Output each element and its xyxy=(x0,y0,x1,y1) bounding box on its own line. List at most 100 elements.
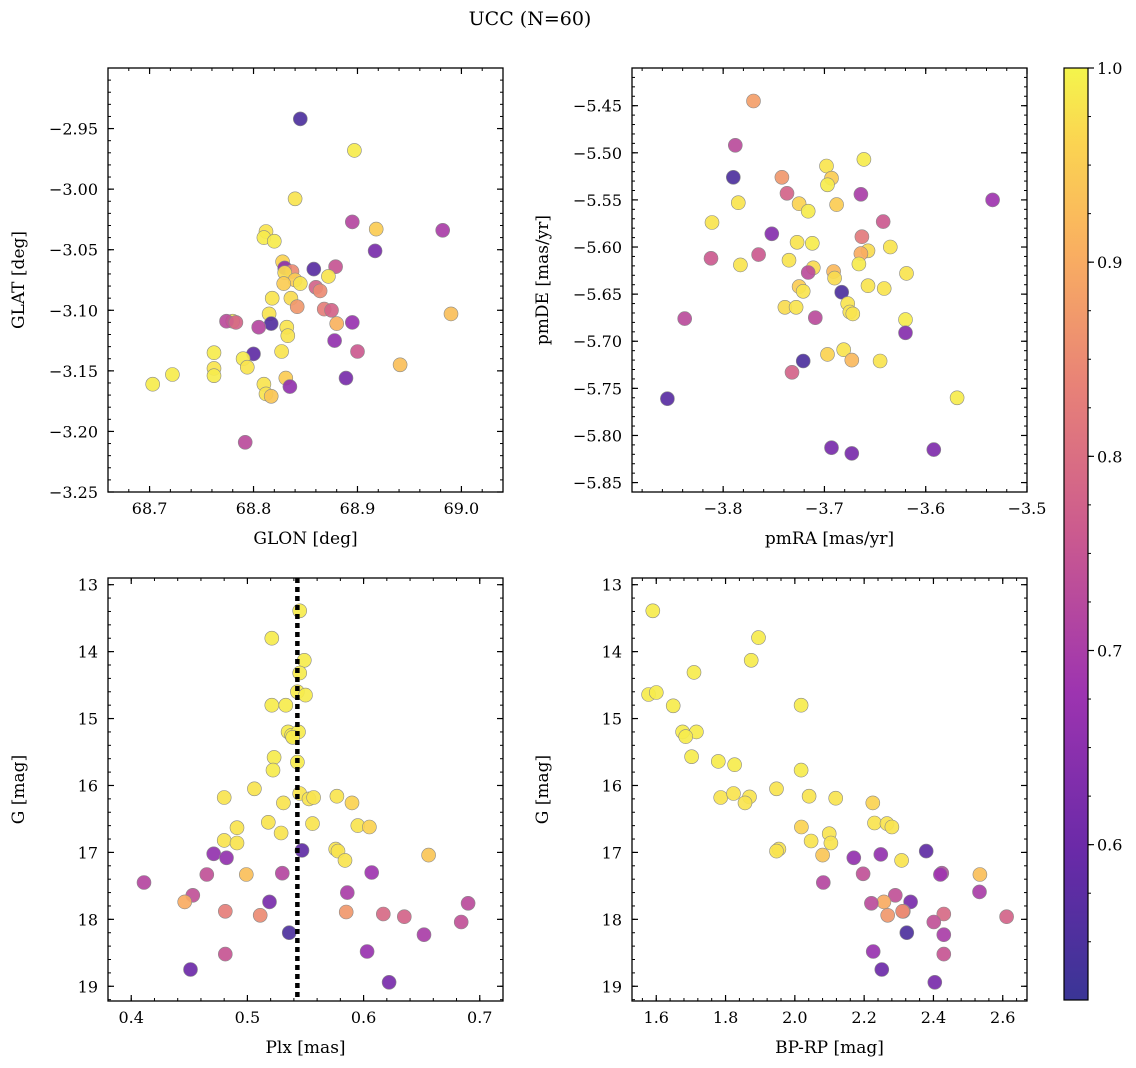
data-point xyxy=(435,223,451,238)
y-axis-title: G [mag] xyxy=(533,755,553,824)
data-point xyxy=(827,270,842,286)
data-point xyxy=(337,853,353,868)
data-point xyxy=(240,359,255,375)
subplot-panels: 68.7 68.8 68.9 69.0 −3.25 −3.20 −3.15 −3.10 −3.0… xyxy=(9,67,1047,1058)
y-tick-label: −5.65 xyxy=(573,285,622,304)
data-point xyxy=(665,698,681,714)
data-point xyxy=(381,974,397,990)
data-point xyxy=(704,215,720,230)
data-point xyxy=(999,909,1014,925)
data-point xyxy=(823,835,839,851)
data-point xyxy=(460,895,476,911)
data-point xyxy=(443,306,459,322)
data-point xyxy=(292,665,308,681)
data-point xyxy=(294,843,310,858)
data-point xyxy=(746,93,761,109)
data-point xyxy=(936,946,952,962)
figure-title: UCC (N=60) xyxy=(468,8,592,30)
data-point xyxy=(972,867,988,882)
data-point xyxy=(177,894,192,910)
data-point xyxy=(789,235,805,250)
y-tick-label: −5.70 xyxy=(573,332,622,351)
data-point xyxy=(265,762,281,778)
data-point xyxy=(684,749,699,765)
data-point xyxy=(237,434,253,450)
data-point xyxy=(793,762,809,778)
data-point xyxy=(324,302,339,318)
y-tick-label: −5.60 xyxy=(573,238,622,257)
y-tick-label: 16 xyxy=(602,776,622,795)
data-point xyxy=(834,284,850,300)
data-point xyxy=(344,315,360,330)
x-tick-label: 2.6 xyxy=(990,1008,1015,1027)
data-point xyxy=(845,306,861,322)
y-tick-label: 17 xyxy=(78,843,98,862)
colorbar-tick-label: 1.0 xyxy=(1097,59,1122,78)
x-tick-label: 0.4 xyxy=(119,1008,144,1027)
x-tick-label: 68.8 xyxy=(236,499,272,518)
data-point xyxy=(794,819,809,835)
data-point xyxy=(218,903,233,919)
y-tick-label: 13 xyxy=(602,576,622,595)
data-point xyxy=(710,754,726,769)
x-tick-label: −3.6 xyxy=(906,499,945,518)
data-point xyxy=(306,261,322,277)
data-point xyxy=(764,226,780,242)
data-point xyxy=(895,903,910,919)
data-point xyxy=(306,790,321,805)
data-point xyxy=(807,310,823,326)
data-point xyxy=(350,344,365,359)
x-tick-label: −3.5 xyxy=(1008,499,1047,518)
y-tick-label: 14 xyxy=(602,643,622,662)
data-point xyxy=(844,446,860,461)
data-point xyxy=(936,927,952,943)
data-point xyxy=(737,795,753,811)
data-point xyxy=(774,170,790,185)
data-point xyxy=(875,214,891,229)
data-point xyxy=(327,333,342,348)
data-point xyxy=(933,867,948,882)
data-point xyxy=(280,328,296,344)
data-point xyxy=(936,906,952,922)
y-tick-label: 18 xyxy=(78,910,98,929)
data-point xyxy=(972,884,987,900)
data-point xyxy=(898,312,913,327)
x-tick-label: 0.5 xyxy=(235,1008,260,1027)
data-point xyxy=(949,390,965,406)
data-point xyxy=(416,927,432,943)
data-point xyxy=(795,283,811,299)
x-axis-title: Plx [mas] xyxy=(265,1038,345,1058)
data-point xyxy=(229,820,245,836)
data-point xyxy=(815,847,830,863)
data-point xyxy=(769,781,784,797)
x-tick-label: 1.6 xyxy=(644,1008,669,1027)
y-tick-label: 15 xyxy=(602,710,622,729)
data-point xyxy=(769,843,784,859)
data-point xyxy=(183,962,198,977)
x-tick-label: 0.6 xyxy=(351,1008,376,1027)
data-point xyxy=(199,867,215,882)
data-point xyxy=(725,170,741,185)
subplot-2: −3.8 −3.7 −3.6 −3.5 −5.85 −5.80 −5.75 −5.70 −5.6… xyxy=(533,67,1047,549)
data-point xyxy=(264,290,280,306)
y-tick-label: −3.15 xyxy=(49,362,98,381)
data-point xyxy=(743,652,759,668)
data-point xyxy=(228,315,244,330)
data-point xyxy=(298,687,313,703)
scatter-points xyxy=(641,603,1014,990)
data-point xyxy=(305,816,320,831)
data-point xyxy=(266,233,282,249)
axes-frame xyxy=(107,577,504,1002)
data-point xyxy=(276,276,292,291)
data-point xyxy=(884,819,900,835)
y-tick-label: −5.75 xyxy=(573,379,622,398)
data-point xyxy=(820,177,835,193)
y-axis-title: pmDE [mas/yr] xyxy=(533,215,553,345)
data-point xyxy=(985,192,1000,208)
data-point xyxy=(801,788,817,804)
y-tick-label: −3.00 xyxy=(49,180,98,199)
y-tick-label: −2.95 xyxy=(49,120,98,139)
data-point xyxy=(260,814,276,830)
data-point xyxy=(264,697,280,713)
